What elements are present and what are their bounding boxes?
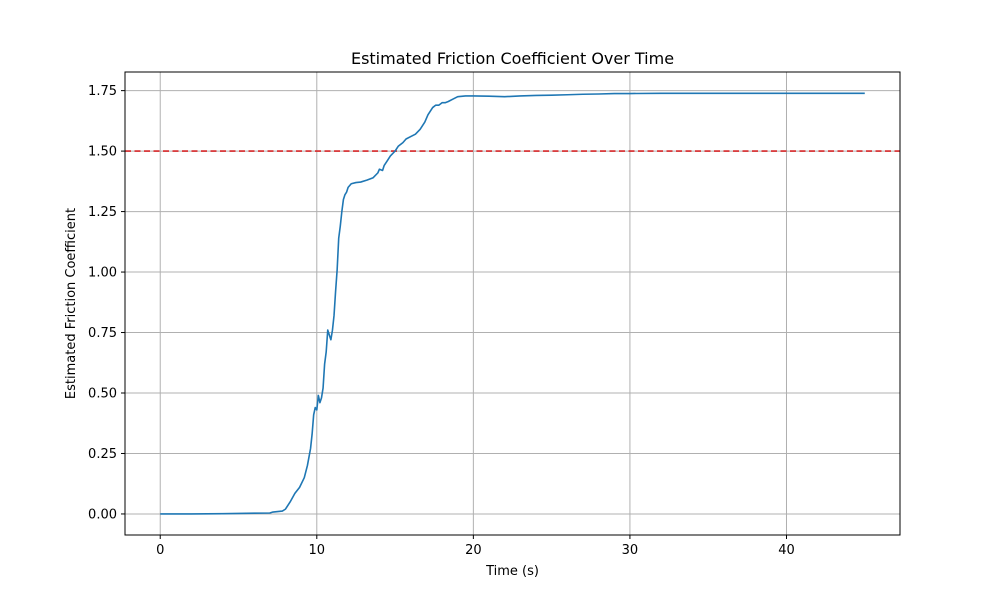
y-tick-label: 0.75 bbox=[88, 326, 117, 341]
y-axis-ticks: 0.00 0.25 0.50 0.75 1.00 1.25 1.50 1.75 bbox=[88, 84, 125, 522]
y-tick-label: 1.25 bbox=[88, 205, 117, 220]
series-lines bbox=[160, 92, 865, 515]
y-tick-label: 0.25 bbox=[88, 447, 117, 462]
y-tick-label: 0.00 bbox=[88, 507, 117, 522]
y-tick-label: 1.00 bbox=[88, 266, 117, 281]
x-axis-title: Time (s) bbox=[485, 564, 539, 579]
x-tick-label: 0 bbox=[156, 543, 164, 558]
grid bbox=[125, 72, 900, 535]
y-axis-title: Estimated Friction Coefficient bbox=[64, 208, 79, 399]
x-tick-label: 10 bbox=[309, 543, 326, 558]
x-tick-label: 20 bbox=[465, 543, 482, 558]
x-tick-label: 40 bbox=[778, 543, 795, 558]
y-tick-label: 0.50 bbox=[88, 387, 117, 402]
series-line bbox=[160, 92, 865, 515]
y-tick-label: 1.50 bbox=[88, 145, 117, 160]
x-tick-label: 30 bbox=[622, 543, 639, 558]
chart-title: Estimated Friction Coefficient Over Time bbox=[351, 49, 674, 68]
y-tick-label: 1.75 bbox=[88, 84, 117, 99]
x-axis-ticks: 0 10 20 30 40 bbox=[156, 535, 795, 558]
plot-area-frame bbox=[124, 71, 901, 536]
